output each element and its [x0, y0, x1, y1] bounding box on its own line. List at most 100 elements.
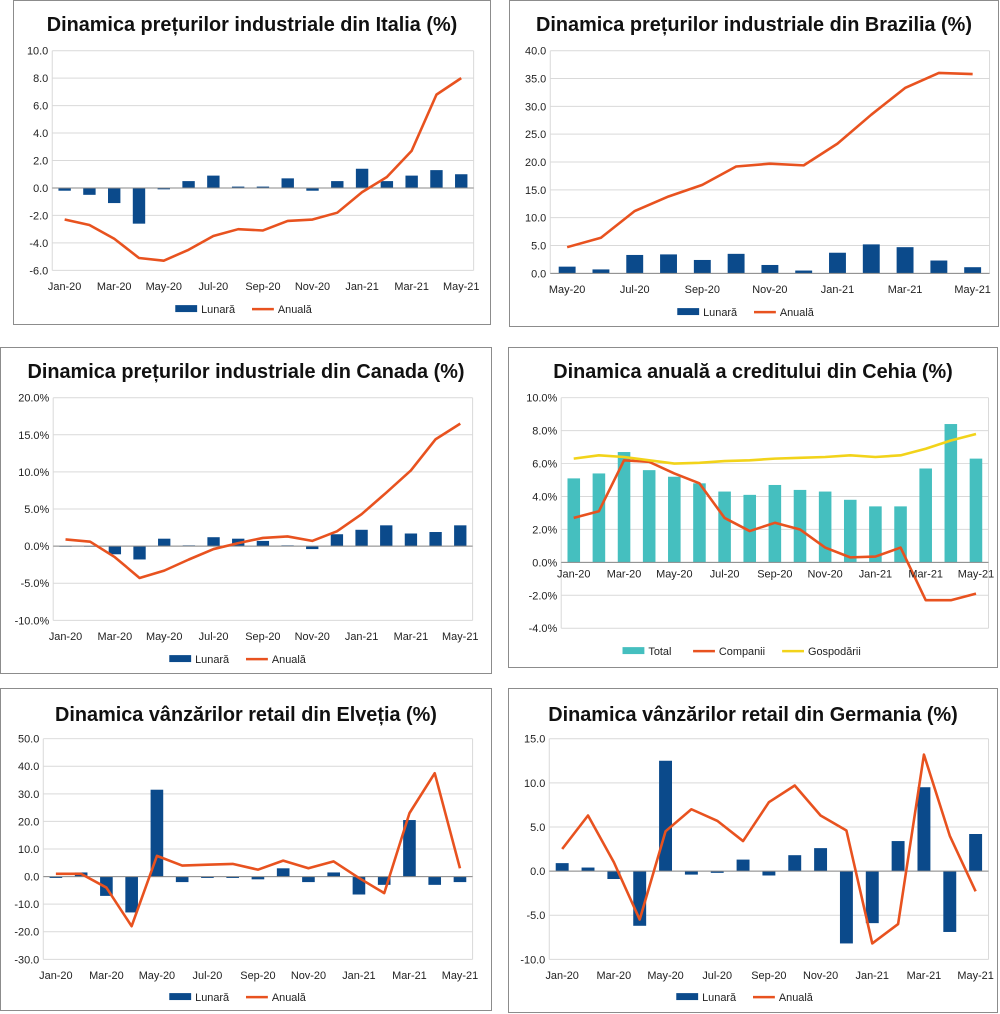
bar [581, 867, 595, 872]
bar [355, 168, 369, 188]
x-tick-label: Mar-20 [607, 568, 642, 580]
y-tick-label: 0.0 [530, 866, 545, 878]
bar [930, 260, 948, 274]
chart-title: Dinamica prețurilor industriale din Ital… [47, 14, 458, 36]
bar [592, 473, 606, 563]
legend-item: Total [622, 646, 671, 658]
bar [862, 244, 880, 274]
x-tick-label: May-21 [442, 970, 478, 982]
legend-item: Lunară [175, 304, 236, 316]
series-line [573, 432, 977, 465]
chart-panel-germania: Dinamica vânzărilor retail din Germania … [508, 688, 998, 1013]
bar [231, 186, 245, 188]
bar [684, 871, 698, 875]
bar [693, 259, 711, 274]
x-tick-label: Mar-20 [97, 281, 132, 293]
legend-label: Lunară [702, 992, 737, 1004]
chart-title: Dinamica vânzărilor retail din Germania … [548, 704, 957, 726]
legend-label: Anuală [272, 654, 307, 666]
bar [919, 468, 932, 563]
bar [58, 187, 71, 191]
y-tick-label: 6.0 [33, 101, 48, 113]
bar [132, 187, 146, 224]
x-tick-label: Sep-20 [757, 568, 792, 580]
y-tick-label: 25.0 [525, 129, 546, 141]
x-tick-label: Nov-20 [808, 568, 843, 580]
y-tick-label: 4.0% [532, 491, 557, 503]
bar [430, 170, 443, 188]
chart-title: Dinamica anuală a creditului din Cehia (… [553, 361, 953, 383]
x-tick-label: Mar-20 [98, 631, 133, 643]
chart-panel-cehia: Dinamica anuală a creditului din Cehia (… [508, 347, 998, 668]
bar [818, 491, 832, 563]
chart-svg: Dinamica vânzărilor retail din Germania … [520, 704, 993, 1004]
bar [455, 174, 468, 188]
legend-swatch [169, 655, 192, 663]
x-tick-label: Jul-20 [198, 281, 228, 293]
bar [276, 868, 290, 877]
y-tick-label: -2.0 [29, 210, 48, 222]
x-tick-label: Nov-20 [752, 284, 787, 296]
y-tick-label: 5.0 [530, 822, 545, 834]
x-tick-label: Mar-20 [597, 970, 632, 982]
y-tick-label: -5.0% [21, 578, 50, 590]
x-tick-label: May-21 [954, 284, 990, 296]
x-tick-label: May-20 [146, 631, 182, 643]
x-tick-label: Jan-20 [49, 631, 82, 643]
x-tick-label: Nov-20 [295, 281, 330, 293]
legend-swatch [677, 308, 700, 316]
x-tick-label: Jul-20 [710, 568, 740, 580]
y-tick-label: 8.0 [33, 73, 48, 85]
bar [795, 270, 813, 274]
y-tick-label: 15.0 [524, 734, 545, 746]
legend-item: Anuală [753, 992, 814, 1004]
bar [327, 872, 341, 877]
bar [380, 181, 394, 188]
bar [865, 871, 879, 924]
y-tick-label: -10.0 [14, 899, 39, 911]
y-tick-label: 10.0 [524, 778, 545, 790]
series-line [561, 753, 977, 945]
x-tick-label: Sep-20 [685, 284, 720, 296]
y-tick-label: 0.0% [532, 557, 557, 569]
chart-panel-brazilia: Dinamica prețurilor industriale din Braz… [509, 0, 999, 327]
series-line [566, 71, 973, 249]
bar [642, 470, 656, 563]
x-tick-label: Nov-20 [295, 631, 330, 643]
chart-title: Dinamica prețurilor industriale din Cana… [28, 361, 465, 383]
bar [917, 787, 931, 872]
chart-svg: Dinamica vânzărilor retail din Elveția (… [14, 704, 478, 1004]
y-tick-label: 10.0 [525, 213, 546, 225]
y-tick-label: -10.0% [15, 615, 50, 627]
series-line [64, 77, 462, 262]
x-tick-label: May-20 [549, 284, 585, 296]
x-tick-label: Mar-21 [908, 568, 943, 580]
series-line [65, 422, 461, 580]
y-tick-label: 4.0 [33, 128, 48, 140]
y-tick-label: 6.0% [532, 459, 557, 471]
bar [592, 269, 610, 274]
y-tick-label: -10.0 [520, 954, 545, 966]
bar [727, 253, 745, 274]
bar [969, 834, 983, 872]
x-tick-label: Jan-21 [856, 970, 889, 982]
bar [133, 546, 146, 560]
x-tick-label: Mar-21 [394, 281, 429, 293]
x-tick-label: Jul-20 [620, 284, 650, 296]
legend-swatch [622, 647, 645, 655]
legend-label: Anuală [780, 307, 815, 319]
x-tick-label: Mar-21 [394, 631, 429, 643]
legend-swatch [169, 993, 192, 1001]
y-tick-label: 0.0 [531, 268, 546, 280]
bar [693, 483, 706, 563]
x-tick-label: Jan-20 [545, 970, 578, 982]
bar [710, 871, 724, 873]
legend-label: Lunară [703, 307, 738, 319]
bar [404, 533, 418, 547]
y-tick-label: 35.0 [525, 73, 546, 85]
x-tick-label: Jan-21 [342, 970, 375, 982]
bar [839, 871, 853, 944]
legend-item: Lunară [169, 654, 230, 666]
bar [944, 424, 958, 563]
bar [429, 532, 442, 547]
